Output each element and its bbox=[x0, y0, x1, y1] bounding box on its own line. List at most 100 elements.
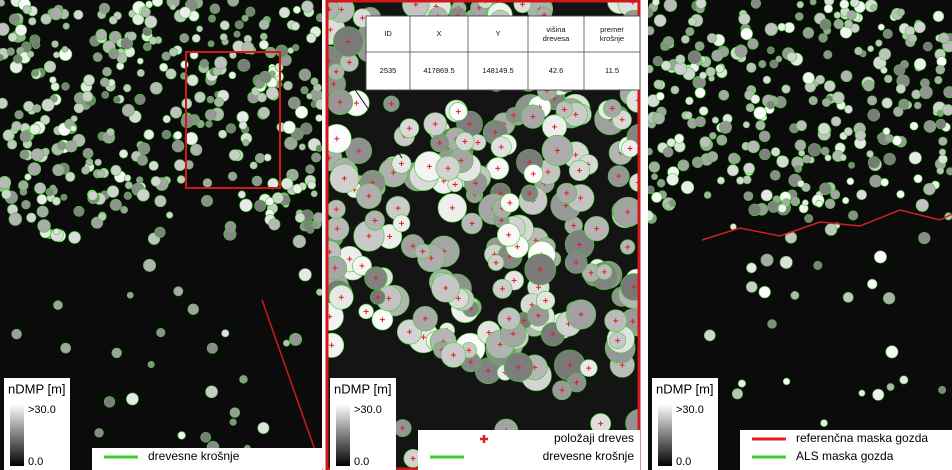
canopy bbox=[868, 46, 874, 52]
canopy bbox=[652, 0, 659, 6]
canopy bbox=[150, 82, 162, 94]
canopy bbox=[174, 160, 185, 171]
canopy bbox=[86, 159, 93, 166]
canopy bbox=[696, 0, 706, 9]
canopy bbox=[299, 269, 312, 282]
canopy bbox=[155, 227, 166, 238]
legend-label: ALS maska gozda bbox=[796, 449, 894, 463]
canopy bbox=[899, 99, 910, 110]
canopy bbox=[643, 210, 654, 221]
canopy bbox=[110, 199, 121, 210]
canopy bbox=[840, 0, 849, 9]
canopy bbox=[61, 343, 71, 353]
canopy bbox=[53, 301, 62, 310]
canopy bbox=[892, 136, 902, 146]
canopy bbox=[222, 330, 229, 337]
canopy bbox=[719, 121, 731, 133]
canopy bbox=[316, 99, 326, 109]
canopy bbox=[28, 51, 34, 57]
canopy bbox=[908, 34, 917, 43]
canopy bbox=[854, 47, 862, 55]
canopy bbox=[820, 183, 832, 195]
canopy bbox=[834, 12, 841, 19]
canopy bbox=[166, 69, 176, 79]
canopy bbox=[844, 105, 852, 113]
canopy bbox=[203, 179, 212, 188]
canopy bbox=[937, 57, 947, 67]
canopy bbox=[695, 88, 705, 98]
canopy bbox=[767, 47, 774, 54]
canopy bbox=[107, 128, 115, 136]
canopy bbox=[9, 213, 22, 226]
canopy bbox=[114, 96, 121, 103]
canopy bbox=[218, 130, 226, 138]
canopy bbox=[37, 206, 48, 217]
canopy bbox=[259, 20, 269, 30]
canopy bbox=[874, 251, 886, 263]
canopy bbox=[770, 170, 780, 180]
canopy bbox=[205, 109, 216, 120]
canopy bbox=[93, 53, 102, 62]
canopy bbox=[299, 69, 311, 81]
canopy bbox=[843, 292, 853, 302]
canopy bbox=[197, 26, 203, 32]
canopy bbox=[291, 22, 300, 31]
canopy bbox=[651, 174, 657, 180]
canopy bbox=[283, 340, 289, 346]
canopy bbox=[859, 390, 865, 396]
canopy bbox=[818, 123, 830, 135]
canopy bbox=[74, 10, 83, 19]
canopy bbox=[235, 21, 243, 29]
canopy bbox=[52, 197, 60, 205]
canopy bbox=[179, 7, 190, 18]
ramp-max: >30.0 bbox=[676, 404, 704, 416]
canopy bbox=[145, 16, 157, 28]
canopy bbox=[939, 386, 946, 393]
canopy bbox=[137, 69, 144, 76]
canopy bbox=[649, 162, 660, 173]
canopy bbox=[884, 153, 896, 165]
canopy bbox=[821, 420, 828, 427]
canopy bbox=[124, 192, 132, 200]
canopy bbox=[824, 50, 832, 58]
canopy bbox=[311, 78, 318, 85]
canopy bbox=[128, 32, 137, 41]
canopy bbox=[63, 23, 69, 29]
canopy bbox=[744, 192, 753, 201]
canopy bbox=[316, 14, 324, 22]
table-bg bbox=[366, 16, 640, 90]
canopy bbox=[767, 101, 775, 109]
canopy bbox=[37, 194, 47, 204]
canopy bbox=[181, 61, 189, 69]
canopy bbox=[746, 103, 754, 111]
map-figure: IDXYvišinadrevesapremerkrošnje2535417869… bbox=[0, 0, 952, 470]
canopy bbox=[739, 13, 750, 24]
canopy bbox=[0, 98, 8, 109]
canopy bbox=[664, 0, 677, 12]
canopy bbox=[301, 87, 308, 94]
canopy bbox=[688, 51, 701, 64]
canopy bbox=[123, 84, 131, 92]
canopy bbox=[736, 177, 744, 185]
canopy bbox=[2, 189, 12, 199]
table-value: 2535 bbox=[380, 66, 397, 75]
canopy bbox=[15, 110, 24, 119]
canopy bbox=[763, 76, 771, 84]
canopy bbox=[796, 120, 806, 130]
canopy bbox=[126, 393, 138, 405]
canopy bbox=[706, 67, 715, 76]
canopy bbox=[884, 75, 892, 83]
canopy bbox=[258, 107, 269, 118]
canopy bbox=[208, 15, 215, 22]
canopy bbox=[685, 97, 693, 105]
color-ramp bbox=[10, 404, 24, 466]
canopy bbox=[848, 211, 857, 220]
canopy bbox=[12, 329, 22, 339]
canopy bbox=[53, 164, 65, 176]
canopy bbox=[946, 168, 952, 175]
canopy bbox=[177, 176, 185, 184]
canopy bbox=[759, 60, 766, 67]
canopy bbox=[155, 195, 166, 206]
attribute-table: IDXYvišinadrevesapremerkrošnje2535417869… bbox=[366, 16, 640, 90]
canopy bbox=[111, 165, 121, 175]
